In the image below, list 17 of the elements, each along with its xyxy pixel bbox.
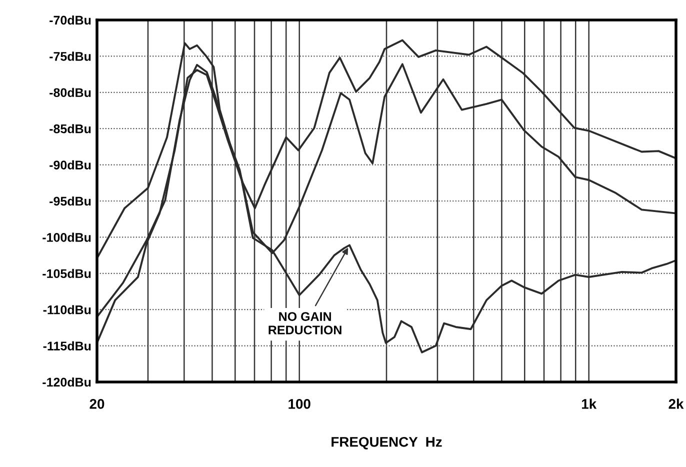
x-tick-label: 20: [90, 399, 104, 409]
y-tick-label: -110dBu: [43, 305, 91, 314]
y-tick-label: -80dBu: [50, 88, 91, 98]
y-tick-label: -120dBu: [42, 377, 91, 387]
x-tick-label: 100: [288, 399, 310, 409]
annotation: NO GAIN REDUCTION: [268, 312, 342, 334]
y-tick-label: -115dBu: [43, 341, 91, 350]
y-tick-label: -105dBu: [42, 268, 91, 278]
y-tick-label: -70dBu: [50, 15, 91, 25]
x-tick-label: 1k: [582, 398, 597, 409]
x-axis-title: FREQUENCY Hz: [332, 436, 442, 450]
y-tick-label: -100dBu: [42, 232, 91, 242]
y-tick-label: -85dBu: [50, 124, 91, 134]
x-tick-label: 2k: [668, 398, 684, 409]
y-tick-label: -95dBu: [50, 196, 91, 206]
y-tick-label: -75dBu: [50, 52, 91, 61]
y-tick-label: -90dBu: [50, 160, 91, 170]
